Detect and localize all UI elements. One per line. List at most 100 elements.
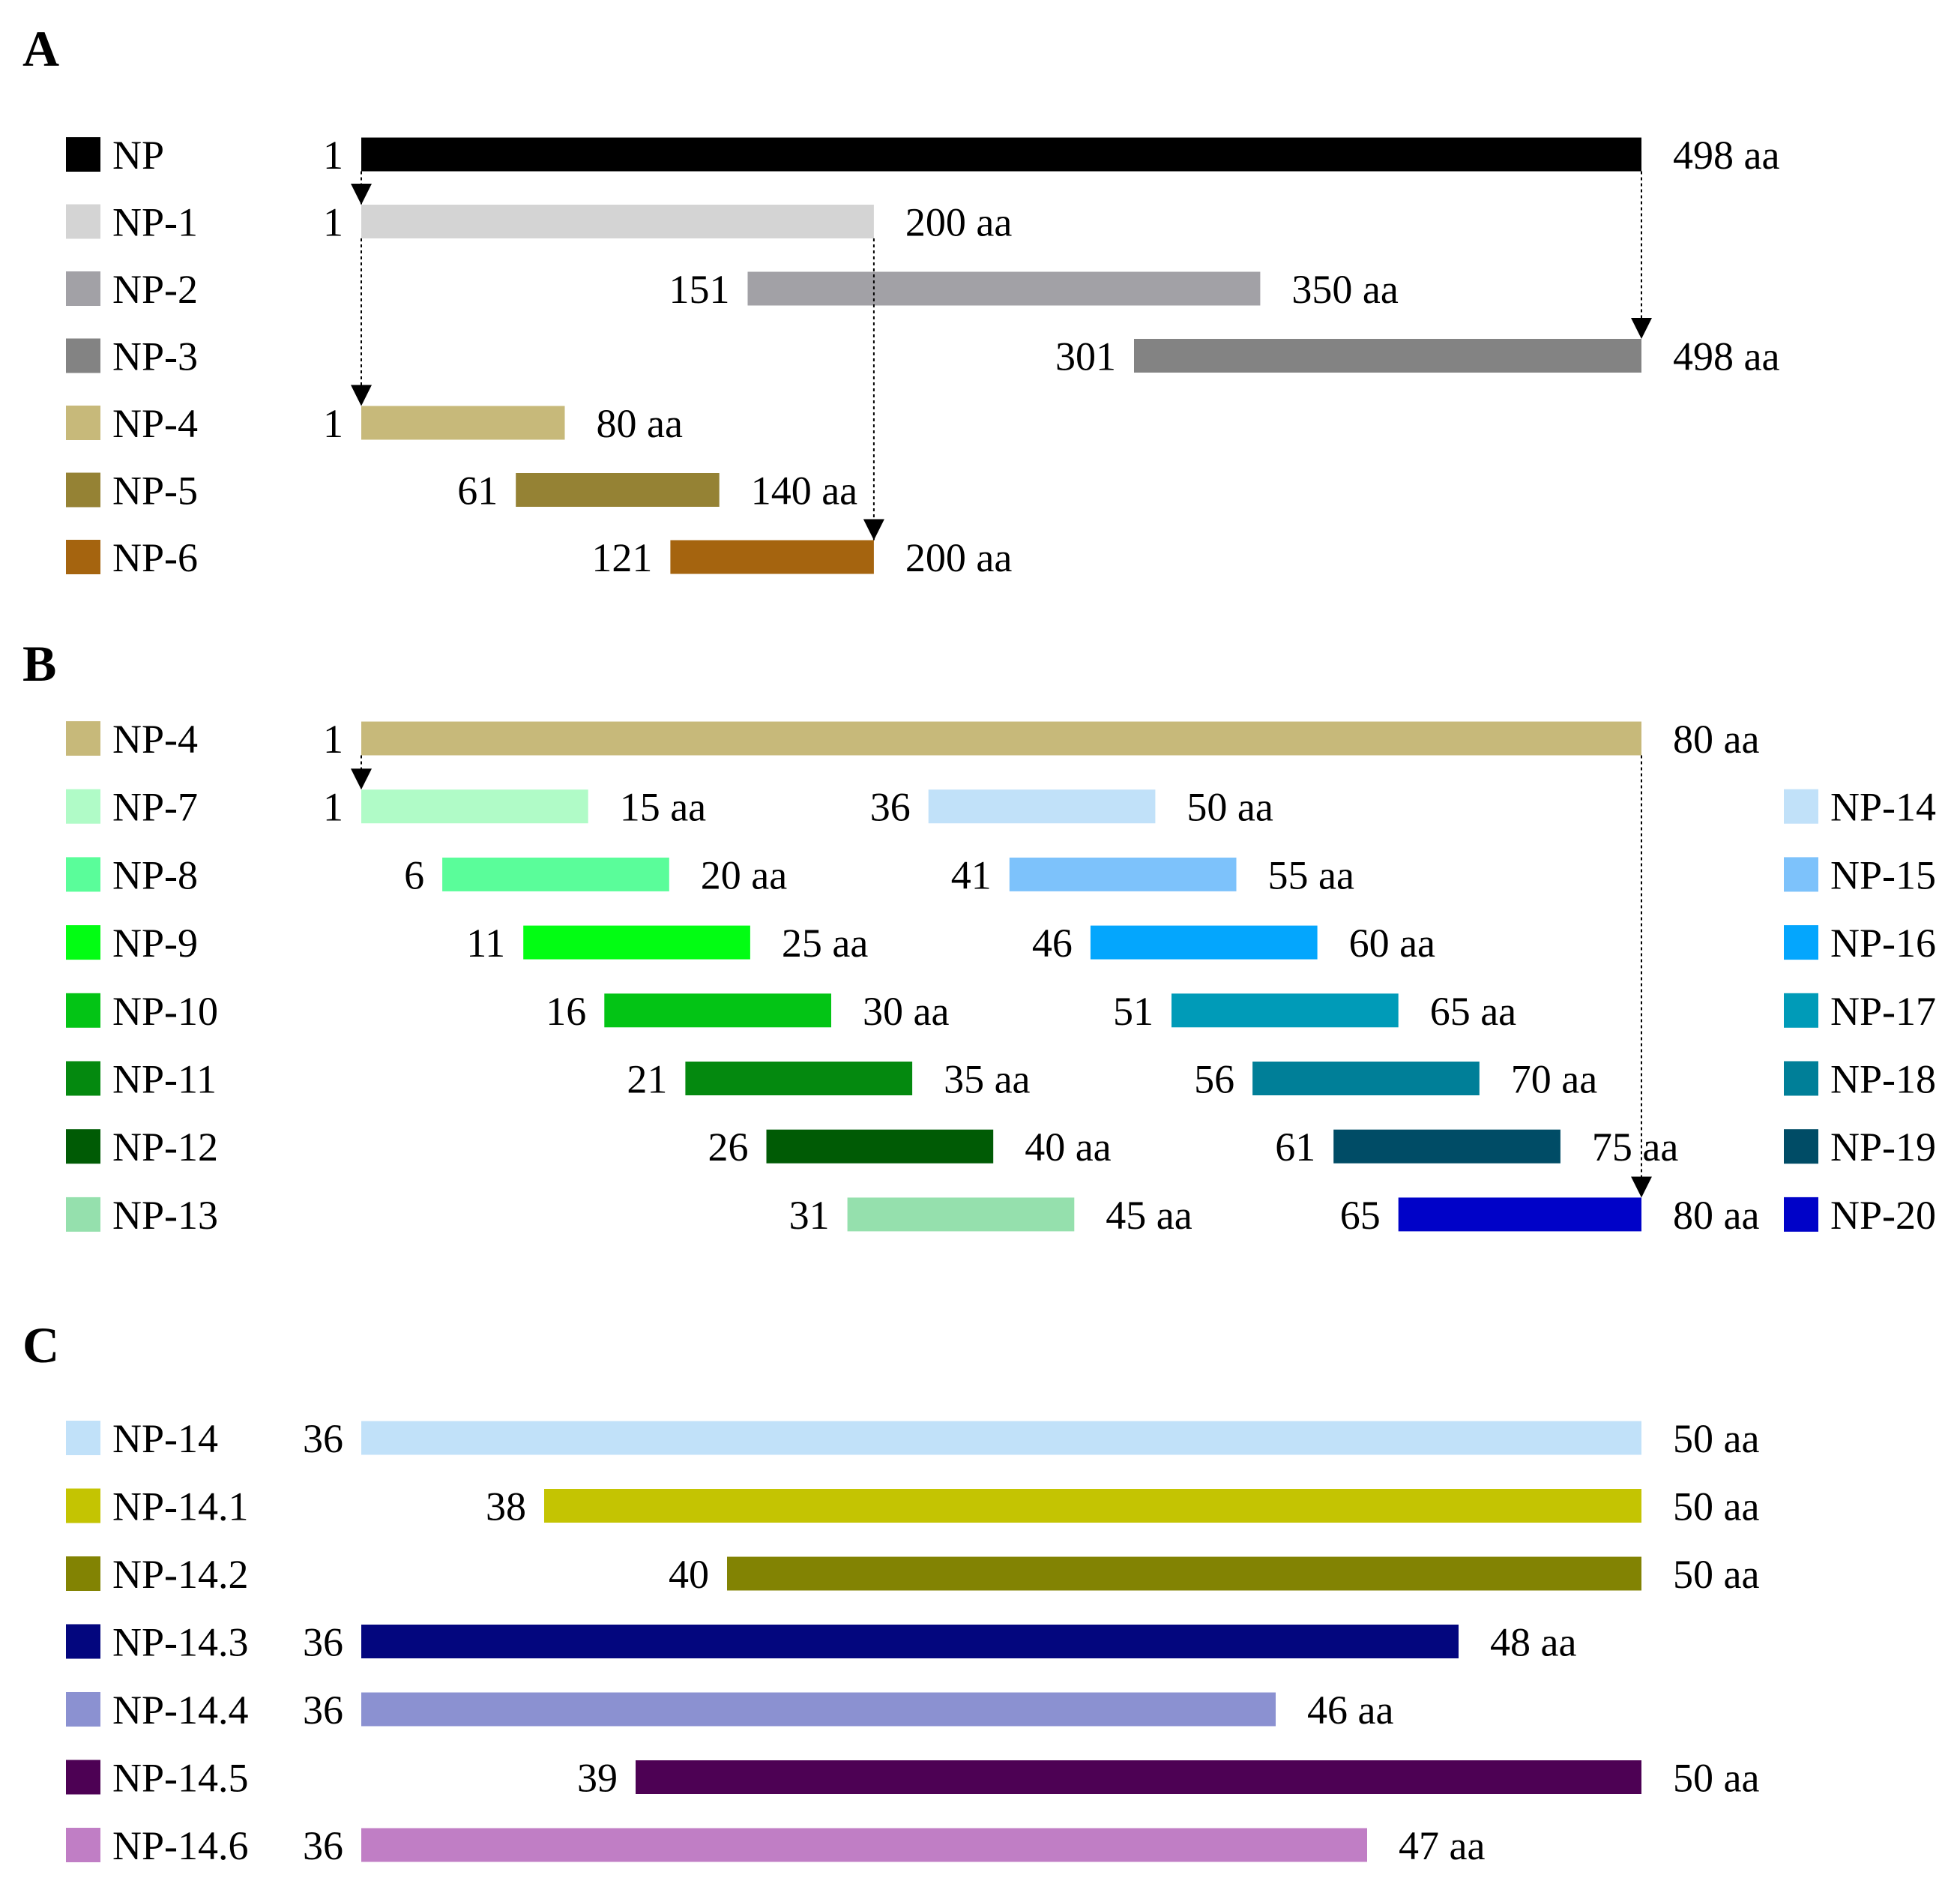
panel-a-np-6-name: NP-6 xyxy=(112,535,198,580)
panel-a-np-5-swatch xyxy=(66,472,100,508)
panel-a-np-5-name: NP-5 xyxy=(112,469,198,514)
panel-a-np-4-end-label: 80 aa xyxy=(597,401,683,446)
panel-c-np-14-2-bar xyxy=(727,1556,1641,1591)
panel-c-np-14-4-swatch xyxy=(66,1692,100,1727)
panel-b-np-14-bar xyxy=(928,789,1156,824)
panel-a-np-6-start-label: 121 xyxy=(591,535,652,580)
panel-c-np-14-2-swatch xyxy=(66,1556,100,1591)
panel-b-np-9-name: NP-9 xyxy=(112,921,198,966)
panel-c-np-14-6-swatch xyxy=(66,1828,100,1862)
panel-b-np-8-swatch xyxy=(66,857,100,892)
panel-a-np-6-bar xyxy=(670,540,874,574)
panel-b-np-8-start-label: 6 xyxy=(404,852,424,897)
panel-b-np-8-name: NP-8 xyxy=(112,852,198,897)
panel-a-np-6-swatch xyxy=(66,540,100,574)
panel-a-np-1-swatch xyxy=(66,204,100,239)
panel-a-np-swatch xyxy=(66,137,100,172)
panel-c-np-14-end-label: 50 aa xyxy=(1673,1416,1759,1461)
panel-b-np-18-swatch xyxy=(1784,1061,1818,1096)
panel-a-np-5-start-label: 61 xyxy=(457,469,498,514)
panel-a-np-bar xyxy=(361,137,1641,172)
panel-b-np-7-name: NP-7 xyxy=(112,785,198,830)
panel-b-np-12-name: NP-12 xyxy=(112,1125,218,1170)
panel-c-np-14-1-name: NP-14.1 xyxy=(112,1484,249,1529)
panel-b-np-16-end-label: 60 aa xyxy=(1349,921,1435,966)
panel-a-np-1-name: NP-1 xyxy=(112,200,198,245)
panel-a-np-3-start-label: 301 xyxy=(1055,334,1116,379)
panel-b-np-19-start-label: 61 xyxy=(1275,1125,1315,1170)
panel-b-np-11-start-label: 21 xyxy=(627,1057,667,1102)
panel-b-np-18-name: NP-18 xyxy=(1830,1057,1936,1102)
panel-c-bars: NP-14 36 50 aa NP-14.1 38 50 aa NP-14.2 40 50 aa… xyxy=(66,1416,1759,1868)
panel-a-np-1-bar xyxy=(361,205,874,238)
panel-c-np-14-2-start-label: 40 xyxy=(669,1552,709,1597)
panel-a-np-2-end-label: 350 aa xyxy=(1291,267,1398,312)
panel-b-np-15-name: NP-15 xyxy=(1830,852,1936,897)
panel-b-np-11-name: NP-11 xyxy=(112,1057,217,1102)
panel-b-np-17-swatch xyxy=(1784,993,1818,1028)
panel-a-np-6-end-label: 200 aa xyxy=(905,535,1012,580)
panel-b-np-4-start-label: 1 xyxy=(323,717,343,762)
panel-a-np-1-end-label: 200 aa xyxy=(905,200,1012,245)
panel-a-np-4-swatch xyxy=(66,406,100,440)
panel-c-np-14-6-bar xyxy=(361,1828,1367,1862)
panel-b-np-10-name: NP-10 xyxy=(112,989,218,1034)
panel-b-np-12-bar xyxy=(766,1129,994,1164)
panel-b-np-13-swatch xyxy=(66,1197,100,1232)
panel-b-np-14-name: NP-14 xyxy=(1830,785,1936,830)
panel-c-np-14-1-swatch xyxy=(66,1488,100,1523)
panel-b-np-14-start-label: 36 xyxy=(870,785,911,830)
panel-b-np-20-name: NP-20 xyxy=(1830,1193,1936,1238)
panel-b-np-9-start-label: 11 xyxy=(466,921,505,966)
panel-b-np-19-swatch xyxy=(1784,1129,1818,1164)
panel-b-np-7-swatch xyxy=(66,789,100,824)
panel-a-np-4-name: NP-4 xyxy=(112,401,198,446)
panel-c-np-14-name: NP-14 xyxy=(112,1416,218,1461)
panel-c-np-14-6-start-label: 36 xyxy=(303,1823,343,1868)
panel-c-np-14-2-name: NP-14.2 xyxy=(112,1552,249,1597)
panel-c-np-14-start-label: 36 xyxy=(303,1416,343,1461)
panel-c-np-14-4-start-label: 36 xyxy=(303,1688,343,1733)
panel-b-np-14-end-label: 50 aa xyxy=(1186,785,1273,830)
panel-c-np-14-3-name: NP-14.3 xyxy=(112,1620,249,1665)
panel-b-np-9-bar xyxy=(523,925,750,960)
panel-b-np-17-bar xyxy=(1172,993,1399,1028)
panel-b-np-9-swatch xyxy=(66,925,100,960)
panel-c-np-14-4-name: NP-14.4 xyxy=(112,1688,249,1733)
panel-b-np-15-start-label: 41 xyxy=(951,852,992,897)
panel-c: C NP-14 36 50 aa NP-14.1 38 50 aa NP-14.2 40 50 … xyxy=(22,1316,1759,1868)
panel-c-np-14-3-bar xyxy=(361,1625,1459,1658)
panel-b-np-7-end-label: 15 aa xyxy=(620,785,706,830)
panel-c-np-14-6-name: NP-14.6 xyxy=(112,1823,249,1868)
panel-b-bars: NP-4 1 80 aa NP-7 1 15 aa NP-8 6 20 aa NP-9 11 25 a… xyxy=(66,717,1936,1238)
panel-a-np-4-start-label: 1 xyxy=(323,401,343,446)
panel-b-np-8-bar xyxy=(442,857,669,891)
panel-b-np-11-swatch xyxy=(66,1061,100,1096)
panel-c-np-14-swatch xyxy=(66,1421,100,1455)
panel-a-bars: NP 1 498 aa NP-1 1 200 aa NP-2 151 350 aa NP-3 301… xyxy=(66,133,1779,580)
panel-b-np-12-swatch xyxy=(66,1129,100,1164)
panel-b-np-4-end-label: 80 aa xyxy=(1673,717,1759,762)
panel-label-a: A xyxy=(22,20,59,77)
panel-c-np-14-1-bar xyxy=(544,1489,1641,1523)
panel-c-np-14-5-swatch xyxy=(66,1760,100,1795)
panel-b-np-4-swatch xyxy=(66,721,100,756)
panel-label-b: B xyxy=(22,635,56,692)
panel-b-np-7-bar xyxy=(361,789,588,824)
panel-a-np-1-start-label: 1 xyxy=(323,200,343,245)
panel-c-np-14-1-start-label: 38 xyxy=(486,1484,526,1529)
panel-c-np-14-4-end-label: 46 aa xyxy=(1307,1688,1393,1733)
panel-b-np-20-bar xyxy=(1398,1197,1641,1232)
panel-a-np-3-name: NP-3 xyxy=(112,334,198,379)
panel-a-np-end-label: 498 aa xyxy=(1673,133,1779,178)
panel-b-np-10-bar xyxy=(604,993,831,1028)
panel-a-np-3-swatch xyxy=(66,338,100,373)
panel-a-np-2-name: NP-2 xyxy=(112,267,198,312)
panel-b-np-11-bar xyxy=(685,1062,913,1095)
panel-b-np-17-end-label: 65 aa xyxy=(1430,989,1516,1034)
panel-c-np-14-5-bar xyxy=(636,1760,1641,1794)
panel-b-np-19-end-label: 75 aa xyxy=(1592,1125,1678,1170)
panel-a-np-3-end-label: 498 aa xyxy=(1673,334,1779,379)
panel-b-np-17-name: NP-17 xyxy=(1830,989,1936,1034)
